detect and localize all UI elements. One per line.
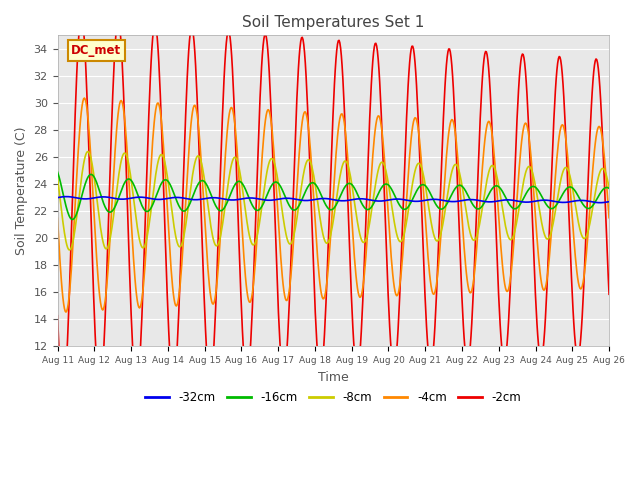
Y-axis label: Soil Temperature (C): Soil Temperature (C)	[15, 127, 28, 255]
Text: DC_met: DC_met	[71, 44, 122, 57]
Title: Soil Temperatures Set 1: Soil Temperatures Set 1	[242, 15, 424, 30]
Legend: -32cm, -16cm, -8cm, -4cm, -2cm: -32cm, -16cm, -8cm, -4cm, -2cm	[141, 386, 526, 409]
X-axis label: Time: Time	[318, 371, 349, 384]
